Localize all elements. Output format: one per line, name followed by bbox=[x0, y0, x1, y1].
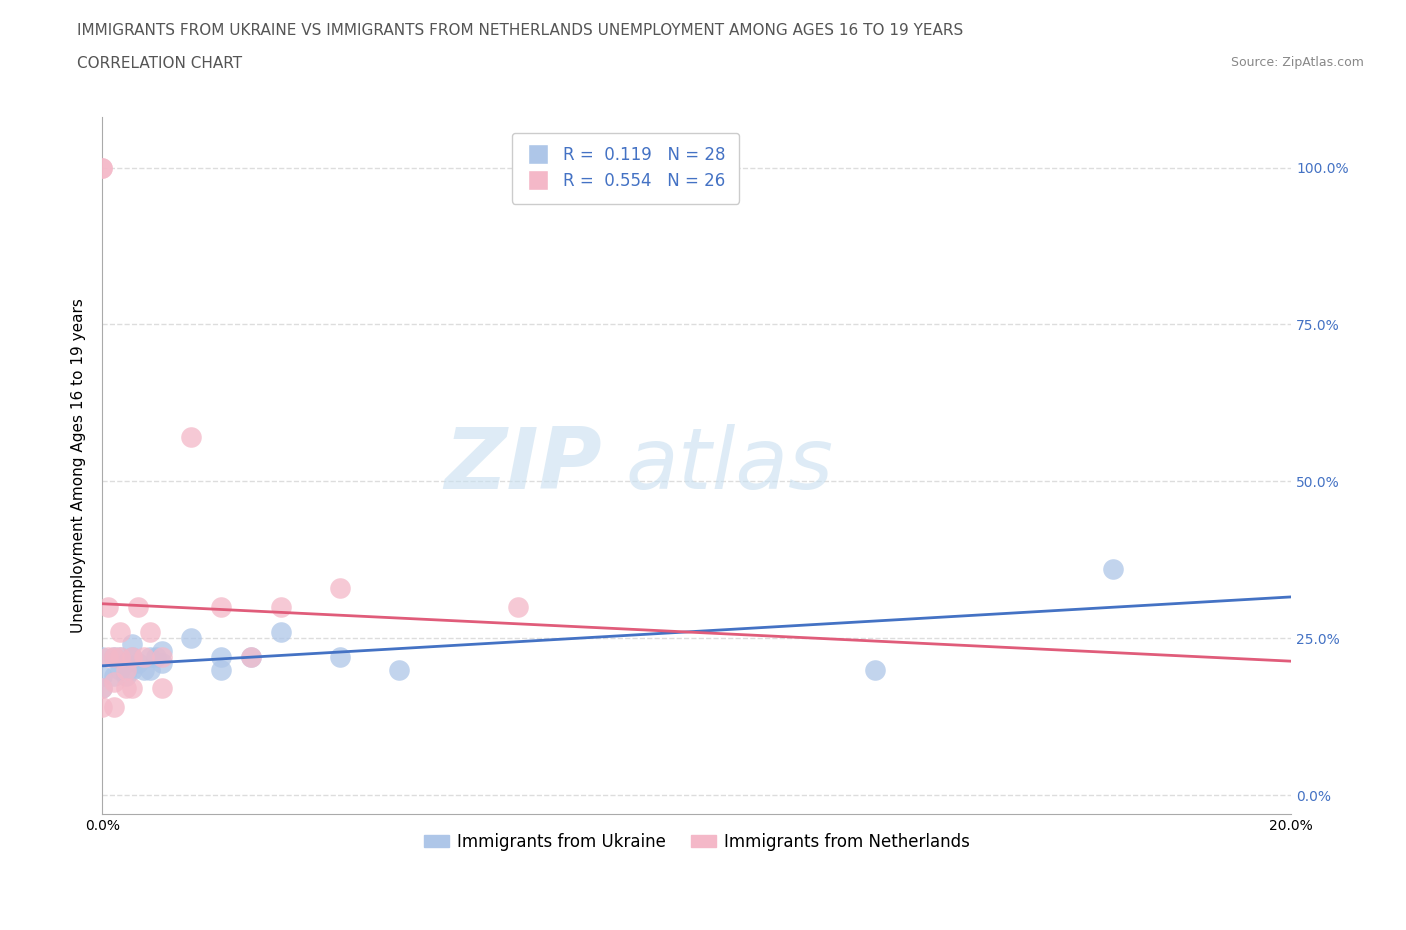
Y-axis label: Unemployment Among Ages 16 to 19 years: Unemployment Among Ages 16 to 19 years bbox=[72, 299, 86, 633]
Text: CORRELATION CHART: CORRELATION CHART bbox=[77, 56, 242, 71]
Point bbox=[103, 649, 125, 664]
Point bbox=[150, 656, 173, 671]
Point bbox=[108, 624, 131, 639]
Point bbox=[91, 669, 114, 684]
Point bbox=[91, 699, 114, 714]
Point bbox=[115, 656, 138, 671]
Point bbox=[108, 662, 131, 677]
Point bbox=[91, 681, 114, 696]
Point bbox=[121, 662, 143, 677]
Point bbox=[121, 637, 143, 652]
Point bbox=[329, 580, 352, 595]
Point bbox=[239, 649, 262, 664]
Point bbox=[108, 649, 131, 664]
Point bbox=[115, 681, 138, 696]
Point bbox=[97, 599, 120, 614]
Legend: Immigrants from Ukraine, Immigrants from Netherlands: Immigrants from Ukraine, Immigrants from… bbox=[418, 827, 977, 857]
Point bbox=[863, 662, 886, 677]
Point bbox=[91, 160, 114, 175]
Point bbox=[103, 669, 125, 684]
Point bbox=[150, 681, 173, 696]
Point bbox=[239, 649, 262, 664]
Point bbox=[127, 599, 149, 614]
Point bbox=[91, 160, 114, 175]
Point bbox=[91, 649, 114, 664]
Point bbox=[180, 631, 202, 645]
Point bbox=[115, 662, 138, 677]
Point bbox=[97, 649, 120, 664]
Point bbox=[209, 662, 232, 677]
Point bbox=[103, 649, 125, 664]
Point bbox=[270, 624, 292, 639]
Point bbox=[270, 599, 292, 614]
Text: IMMIGRANTS FROM UKRAINE VS IMMIGRANTS FROM NETHERLANDS UNEMPLOYMENT AMONG AGES 1: IMMIGRANTS FROM UKRAINE VS IMMIGRANTS FR… bbox=[77, 23, 963, 38]
Point bbox=[139, 624, 162, 639]
Point bbox=[150, 644, 173, 658]
Point bbox=[121, 649, 143, 664]
Point bbox=[91, 681, 114, 696]
Point bbox=[1102, 562, 1125, 577]
Point bbox=[115, 669, 138, 684]
Point bbox=[108, 649, 131, 664]
Point bbox=[121, 649, 143, 664]
Text: ZIP: ZIP bbox=[444, 424, 602, 507]
Point bbox=[508, 599, 530, 614]
Point bbox=[145, 649, 167, 664]
Point bbox=[132, 662, 155, 677]
Point bbox=[150, 649, 173, 664]
Point bbox=[180, 430, 202, 445]
Point bbox=[139, 649, 162, 664]
Point bbox=[139, 662, 162, 677]
Point bbox=[103, 674, 125, 689]
Point bbox=[329, 649, 352, 664]
Point bbox=[209, 649, 232, 664]
Point bbox=[388, 662, 411, 677]
Point bbox=[103, 699, 125, 714]
Point bbox=[127, 656, 149, 671]
Point bbox=[121, 681, 143, 696]
Point bbox=[209, 599, 232, 614]
Text: atlas: atlas bbox=[626, 424, 834, 507]
Text: Source: ZipAtlas.com: Source: ZipAtlas.com bbox=[1230, 56, 1364, 69]
Point bbox=[132, 649, 155, 664]
